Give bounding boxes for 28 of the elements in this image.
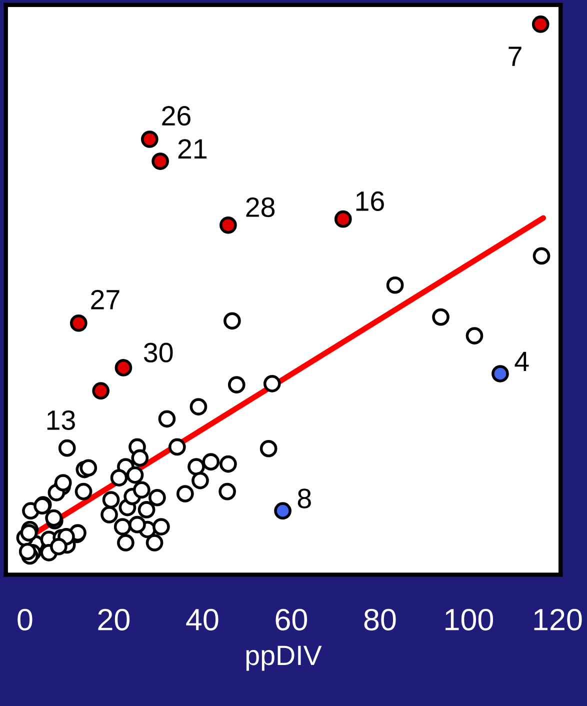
x-tick-label: 0	[18, 608, 32, 630]
annotation: 26	[162, 106, 190, 126]
x-tick-label: 80	[364, 608, 396, 630]
point	[334, 210, 352, 228]
annotation: 21	[178, 139, 207, 158]
x-tick-label: 60	[276, 608, 308, 630]
point	[220, 216, 237, 234]
point	[532, 16, 550, 33]
x-axis-title: ppDIV	[246, 646, 322, 671]
annotation: 7	[508, 46, 522, 66]
annotation: 30	[144, 342, 173, 362]
point	[152, 152, 169, 170]
point	[274, 502, 292, 520]
point	[492, 365, 509, 382]
point	[114, 359, 132, 376]
point	[140, 130, 158, 148]
x-tick-label: 40	[186, 608, 218, 630]
point	[92, 382, 110, 400]
annotation: 4	[514, 352, 529, 371]
annotation: 27	[91, 290, 120, 310]
x-tick-label: 120	[534, 608, 582, 630]
x-tick-label: 20	[98, 608, 130, 630]
x-tick-label: 100	[446, 608, 494, 630]
annotation: 16	[356, 191, 384, 212]
annotation: 13	[47, 410, 75, 430]
annotation: 8	[298, 488, 311, 508]
annotation: 28	[246, 197, 275, 218]
point	[70, 314, 88, 332]
